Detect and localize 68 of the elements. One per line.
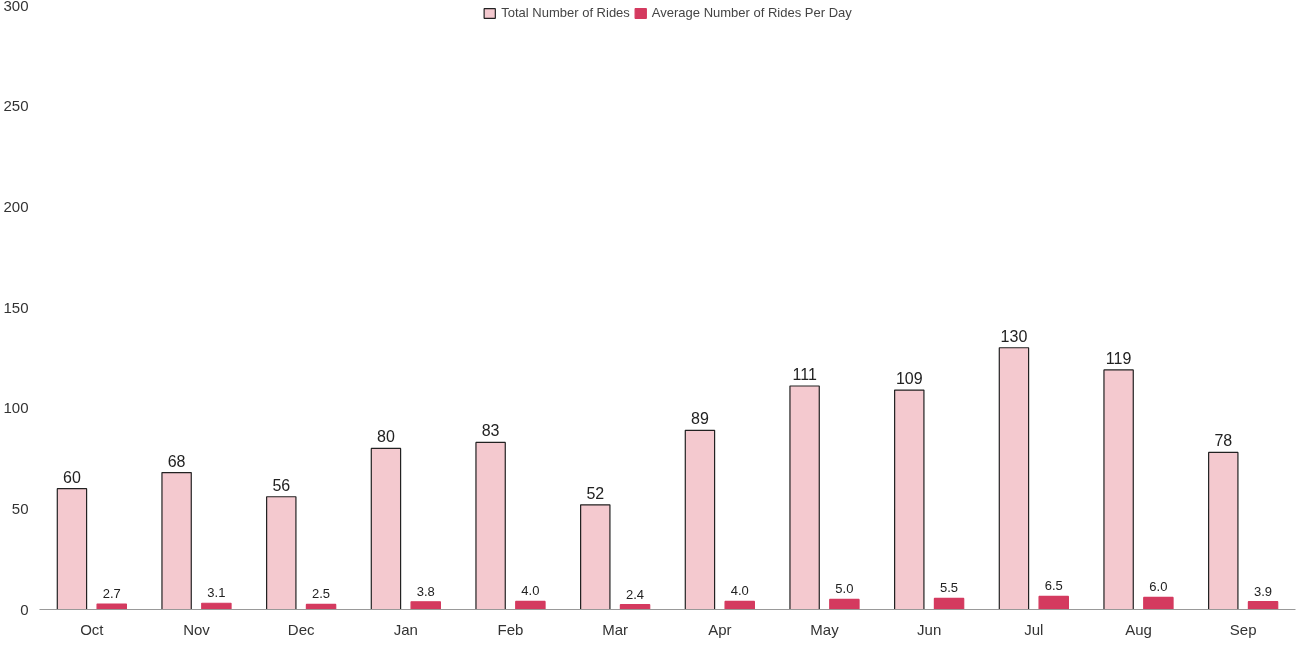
bar bbox=[1103, 369, 1134, 610]
data-label: 68 bbox=[167, 452, 186, 470]
bar bbox=[201, 602, 232, 610]
y-tick-label: 50 bbox=[11, 499, 29, 517]
data-label: 3.8 bbox=[416, 583, 435, 599]
data-label: 2.5 bbox=[312, 586, 331, 602]
data-label: 3.9 bbox=[1254, 583, 1273, 599]
x-tick-label: Feb bbox=[497, 620, 524, 638]
data-label: 78 bbox=[1214, 432, 1233, 450]
legend-label: Average Number of Rides Per Day bbox=[651, 5, 852, 20]
x-tick-label: Jul bbox=[1024, 620, 1044, 638]
data-label: 119 bbox=[1105, 349, 1132, 367]
bar bbox=[933, 597, 965, 610]
data-label: 3.1 bbox=[207, 585, 226, 601]
bar bbox=[161, 471, 192, 610]
bar bbox=[1038, 595, 1069, 610]
bar bbox=[515, 600, 546, 610]
data-label: 56 bbox=[272, 476, 291, 494]
x-tick-label: Dec bbox=[287, 620, 315, 638]
data-label: 6.5 bbox=[1044, 578, 1063, 594]
bar bbox=[370, 447, 402, 610]
bar bbox=[789, 385, 820, 610]
bar bbox=[724, 600, 755, 610]
data-label: 4.0 bbox=[521, 583, 540, 599]
data-label: 83 bbox=[481, 422, 500, 440]
x-tick-label: Jan bbox=[393, 620, 418, 638]
bar bbox=[96, 603, 127, 610]
y-tick-label: 250 bbox=[3, 97, 29, 115]
data-label: 52 bbox=[586, 484, 605, 502]
x-tick-label: May bbox=[810, 620, 840, 638]
data-label: 60 bbox=[63, 468, 81, 486]
bar bbox=[998, 347, 1030, 610]
y-tick-label: 300 bbox=[3, 0, 29, 14]
bar bbox=[56, 488, 88, 610]
x-tick-label: Apr bbox=[708, 620, 732, 638]
x-tick-label: Mar bbox=[602, 620, 629, 638]
bar bbox=[1247, 601, 1279, 610]
bar bbox=[410, 601, 441, 610]
legend-label: Total Number of Rides bbox=[501, 5, 630, 20]
y-tick-label: 150 bbox=[3, 298, 29, 316]
data-label: 89 bbox=[691, 410, 709, 428]
y-tick-label: 0 bbox=[20, 600, 29, 618]
x-tick-label: Sep bbox=[1229, 620, 1257, 638]
y-tick-label: 100 bbox=[3, 399, 29, 417]
bar bbox=[266, 496, 297, 610]
data-label: 6.0 bbox=[1149, 579, 1168, 595]
x-tick-label: Aug bbox=[1125, 620, 1152, 638]
data-label: 2.4 bbox=[626, 586, 645, 602]
data-label: 4.0 bbox=[730, 583, 749, 599]
data-label: 5.0 bbox=[835, 581, 854, 597]
x-tick-label: Nov bbox=[183, 620, 211, 638]
x-tick-label: Oct bbox=[80, 620, 105, 638]
data-label: 5.5 bbox=[940, 580, 959, 596]
data-label: 109 bbox=[895, 370, 923, 388]
bar bbox=[829, 598, 860, 610]
bar bbox=[580, 504, 611, 610]
bar bbox=[619, 604, 651, 610]
data-label: 130 bbox=[1000, 327, 1028, 345]
x-tick-label: Jun bbox=[917, 620, 942, 638]
bar bbox=[1143, 596, 1174, 610]
bar bbox=[475, 441, 506, 610]
bar bbox=[684, 429, 716, 610]
bar bbox=[894, 389, 925, 610]
y-tick-label: 200 bbox=[3, 197, 29, 215]
data-label: 111 bbox=[792, 366, 817, 384]
bar bbox=[1208, 451, 1239, 610]
data-label: 80 bbox=[377, 428, 395, 446]
data-label: 2.7 bbox=[102, 586, 121, 602]
